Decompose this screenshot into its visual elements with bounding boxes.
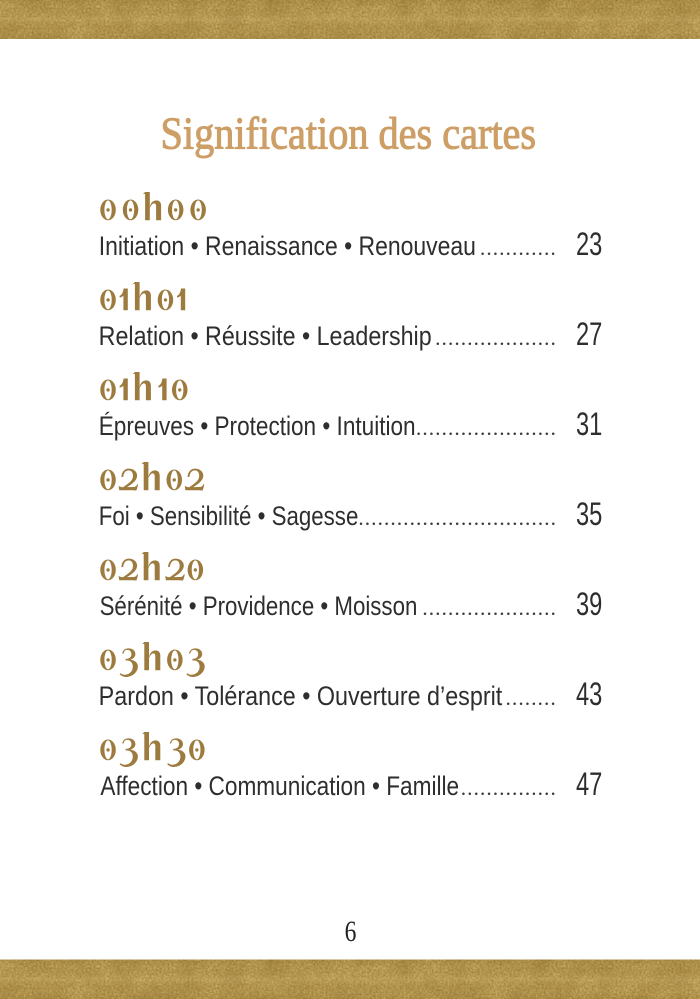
svg-text:47: 47	[576, 767, 602, 802]
svg-text:43: 43	[576, 677, 602, 712]
svg-text:31: 31	[576, 407, 602, 442]
svg-text:27: 27	[576, 317, 602, 352]
svg-text:Relation • Réussite • Leadersh: Relation • Réussite • Leadership	[99, 322, 432, 352]
svg-text:Foi • Sensibilité • Sagesse: Foi • Sensibilité • Sagesse	[99, 502, 359, 531]
svg-text:35: 35	[576, 497, 602, 532]
svg-text:Pardon • Tolérance • Ouverture: Pardon • Tolérance • Ouverture d’esprit	[99, 682, 503, 712]
svg-text:Affection • Communication • Fa: Affection • Communication • Famille	[100, 771, 459, 801]
svg-text:Épreuves • Protection • Intuit: Épreuves • Protection • Intuition	[99, 410, 416, 441]
svg-text:23: 23	[576, 227, 602, 262]
svg-text:Signification des cartes: Signification des cartes	[161, 108, 537, 159]
svg-text:39: 39	[576, 587, 602, 622]
svg-text:6: 6	[345, 914, 357, 947]
svg-text:Sérénité • Providence • Moisso: Sérénité • Providence • Moisson	[100, 592, 418, 621]
svg-text:Initiation • Renaissance • Ren: Initiation • Renaissance • Renouveau	[99, 232, 476, 262]
